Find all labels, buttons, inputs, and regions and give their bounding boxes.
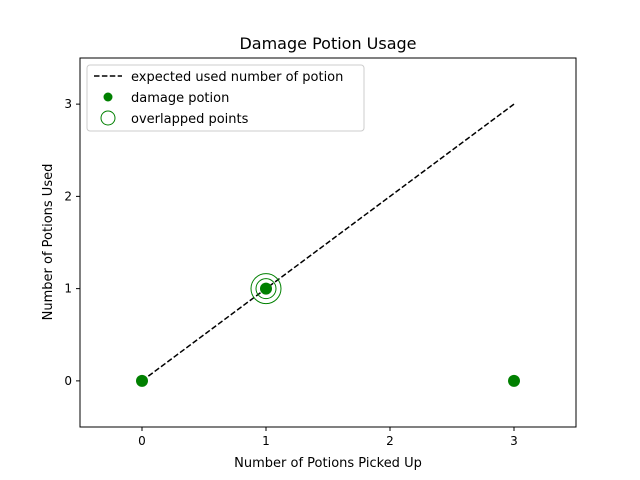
- y-tick-label: 1: [64, 282, 72, 296]
- x-axis: 0 1 2 3: [138, 427, 518, 448]
- overlap-ring: [250, 273, 282, 305]
- legend-label-overlapped: overlapped points: [131, 112, 249, 127]
- chart-title: Damage Potion Usage: [239, 34, 416, 53]
- expected-line: [141, 103, 515, 382]
- plot-marks: [136, 103, 520, 387]
- legend-label-damage-potion: damage potion: [131, 91, 229, 106]
- y-tick-label: 3: [64, 97, 72, 111]
- y-tick-label: 0: [64, 374, 72, 388]
- x-tick-label: 0: [138, 434, 146, 448]
- data-point: [260, 282, 272, 295]
- legend-filled-marker: [103, 92, 113, 102]
- y-axis-label: Number of Potions Used: [41, 164, 56, 321]
- legend: expected used number of potion damage po…: [86, 64, 365, 132]
- x-axis-label: Number of Potions Picked Up: [234, 456, 422, 471]
- y-tick-label: 2: [64, 189, 72, 203]
- overlap-ring: [255, 278, 277, 300]
- legend-hollow-marker: [100, 110, 116, 126]
- legend-frame: [86, 64, 365, 132]
- data-point: [136, 374, 148, 387]
- x-tick-label: 2: [386, 434, 394, 448]
- legend-label-expected: expected used number of potion: [131, 70, 343, 85]
- data-point: [508, 374, 520, 387]
- x-tick-label: 3: [510, 434, 518, 448]
- y-axis: 0 1 2 3: [64, 97, 80, 388]
- x-tick-label: 1: [262, 434, 270, 448]
